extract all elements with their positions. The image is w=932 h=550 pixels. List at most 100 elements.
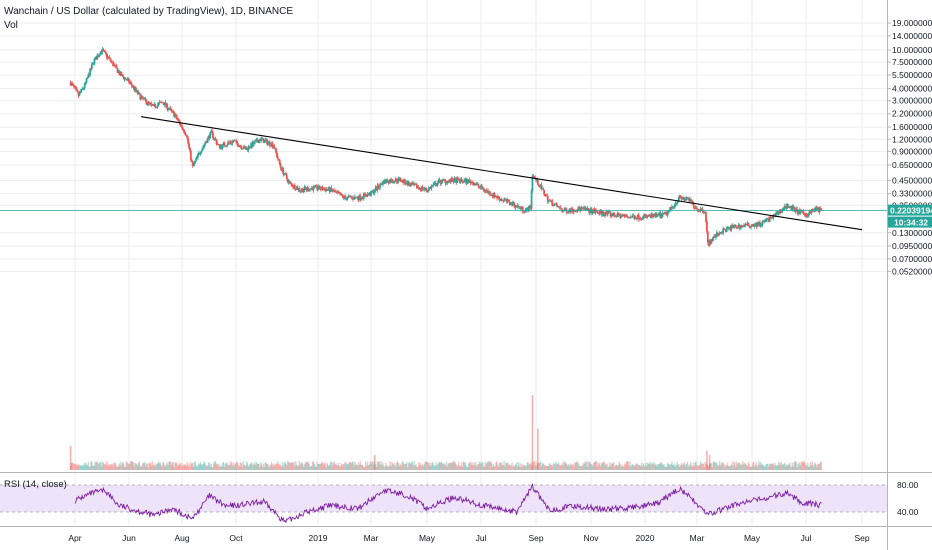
volume-bar [773,465,775,470]
volume-bar [303,466,305,470]
volume-bar [612,463,614,470]
volume-bar [328,465,331,470]
volume-bar [80,464,82,470]
volume-bar [814,462,816,470]
volume-bar [697,465,699,470]
candle [544,193,546,197]
volume-bar [188,463,190,470]
volume-bar [439,462,441,470]
volume-bar [717,465,720,470]
candle [554,202,556,206]
volume-bar [145,463,148,470]
volume-bar [490,461,492,470]
candle [721,231,724,234]
volume-bar [247,466,250,470]
volume-bar [475,466,478,470]
volume-bar [497,464,499,470]
volume-bar [674,466,677,470]
volume-bar [589,461,591,470]
volume-bar [742,461,744,470]
volume-bar [115,466,118,470]
volume-bar [730,464,732,470]
volume-bar [630,466,632,470]
volume-bar [286,465,288,470]
candle [742,223,745,228]
volume-bar [602,461,605,470]
volume-bar [118,464,120,470]
candle [288,180,291,185]
volume-bar [571,465,573,470]
volume-bar [357,462,360,470]
volume-bar [649,461,651,470]
volume-bar [574,463,577,470]
volume-bar [556,463,559,470]
rsi-tick-label: 80.00 [897,480,919,490]
volume-bar [670,464,672,470]
candle [370,190,372,198]
volume-bar [341,465,343,470]
volume-bar [258,464,260,470]
volume-bar [479,463,481,470]
candle [632,213,635,217]
candle [352,195,354,202]
candle [109,57,112,63]
volume-bar [600,463,603,470]
volume-bar [811,461,814,470]
volume-bar [311,461,314,470]
volume-bar [122,463,124,470]
volume-bar [134,462,136,470]
candle [495,194,497,198]
volume-bar [707,465,709,470]
candle [547,199,550,204]
volume-bar [370,463,372,470]
volume-bar [191,463,193,470]
candle [439,179,442,186]
volume-bar [770,463,773,470]
candle [741,225,743,229]
candle [546,194,549,205]
volume-bar [478,461,480,470]
candle [148,100,150,106]
trendline[interactable] [141,116,863,231]
volume-bar [86,464,89,470]
volume-bar [84,463,86,470]
volume-bar [144,466,147,470]
volume-bar [220,465,222,470]
volume-bar [287,461,290,470]
volume-bar [667,463,670,470]
countdown-badge [888,216,932,228]
volume-bar [338,466,341,470]
price-axis[interactable]: 19.00000000 14.00000000 10.00000000 7.50000… [887,18,932,517]
volume-bar [212,466,214,470]
candle [401,179,404,183]
candle [142,96,144,101]
current-price-badge [888,204,932,216]
candle [394,176,397,182]
volume-bar [731,461,733,470]
candle [337,190,340,194]
volume-bar [198,463,200,470]
volume-bar [221,466,223,470]
volume-bar [527,461,529,470]
candle [316,184,319,192]
volume-bar [413,461,415,470]
volume-bar [623,466,625,470]
candle [552,205,555,207]
volume-bar [743,464,745,470]
volume-bar [383,465,385,470]
volume-bar [735,466,737,470]
volume-bar [389,461,391,470]
candle [373,189,376,196]
volume-bar [136,464,138,470]
volume-bar [160,464,162,470]
candle [423,186,426,192]
volume-bar [334,464,336,470]
candle [585,207,588,211]
candle [750,225,752,230]
volume-bar [547,466,550,470]
time-axis[interactable]: Apr Jun Aug Oct 2019 Mar May Jul Sep Nov 2020 Mar Ma… [68,533,869,543]
volume-bar [237,462,239,470]
candle [376,183,379,193]
candle [432,182,435,188]
